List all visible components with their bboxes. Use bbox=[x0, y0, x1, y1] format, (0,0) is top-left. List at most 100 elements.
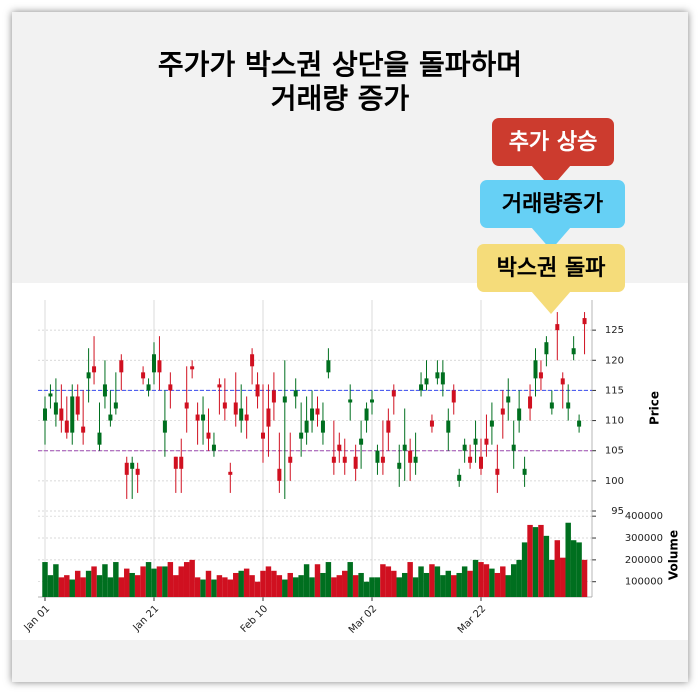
y-axis-label: Price bbox=[648, 391, 662, 425]
volume-bar bbox=[478, 562, 484, 597]
candle-body bbox=[206, 432, 211, 439]
candle-body bbox=[571, 348, 576, 355]
volume-bar bbox=[91, 566, 97, 597]
volume-bar bbox=[107, 577, 114, 597]
candle-body bbox=[544, 342, 549, 355]
candle-body bbox=[277, 468, 282, 481]
volume-bar bbox=[549, 559, 555, 597]
volume-bar bbox=[391, 570, 397, 597]
candle-body bbox=[43, 408, 47, 421]
volume-bar bbox=[554, 540, 561, 597]
candle-body bbox=[282, 396, 287, 403]
candle-body bbox=[64, 420, 69, 433]
y2-tick-label: 400000 bbox=[625, 511, 663, 522]
candle-body bbox=[495, 468, 500, 475]
candle-body bbox=[386, 420, 391, 433]
candle-body bbox=[566, 402, 571, 409]
candle-body bbox=[113, 402, 118, 409]
candle-body bbox=[479, 456, 483, 469]
volume-bar bbox=[560, 557, 566, 597]
volume-bar bbox=[287, 572, 293, 597]
candle-body bbox=[75, 396, 80, 415]
volume-bar bbox=[445, 570, 452, 597]
candle-body bbox=[577, 420, 582, 427]
y2-tick-label: 300000 bbox=[625, 533, 663, 544]
volume-bar bbox=[581, 559, 588, 597]
volume-bar bbox=[303, 564, 310, 597]
volume-bar bbox=[113, 562, 119, 597]
volume-bar bbox=[407, 562, 413, 597]
candle-body bbox=[108, 414, 113, 421]
candle-body bbox=[391, 390, 396, 397]
candle-body bbox=[271, 390, 276, 403]
volume-bar bbox=[500, 566, 506, 597]
candle-body bbox=[228, 471, 233, 475]
volume-bar bbox=[505, 575, 511, 597]
volume-bar bbox=[243, 568, 250, 597]
candle-body bbox=[168, 384, 173, 391]
candle-body bbox=[473, 438, 478, 445]
volume-bar bbox=[358, 572, 364, 597]
volume-bar bbox=[53, 564, 59, 597]
volume-bar bbox=[374, 577, 381, 597]
volume-bar bbox=[472, 559, 479, 597]
candle-body bbox=[429, 420, 434, 427]
candle-body bbox=[255, 384, 260, 397]
volume-bar bbox=[200, 579, 206, 597]
candle-body bbox=[222, 402, 227, 409]
candle-body bbox=[141, 372, 146, 379]
volume-bar bbox=[434, 566, 441, 597]
volume-bar bbox=[494, 572, 501, 597]
volume-bar bbox=[254, 581, 261, 597]
candle-body bbox=[81, 426, 86, 433]
volume-bar bbox=[380, 564, 386, 597]
candle-body bbox=[560, 378, 565, 385]
volume-bar bbox=[216, 575, 223, 597]
candle-body bbox=[130, 462, 135, 469]
volume-bar bbox=[233, 572, 239, 597]
volume-bar bbox=[74, 570, 81, 597]
volume-bar bbox=[134, 575, 141, 597]
candle-body bbox=[549, 402, 554, 409]
candle-body bbox=[331, 456, 336, 463]
title-line: 거래량 증가 bbox=[271, 82, 410, 115]
candle-body bbox=[370, 399, 374, 403]
callout-box bbox=[480, 180, 625, 228]
candle-body bbox=[375, 450, 380, 463]
callout-text: 추가 상승 bbox=[509, 130, 598, 155]
candle-body bbox=[190, 366, 195, 370]
volume-bar bbox=[69, 579, 75, 597]
volume-bar bbox=[489, 568, 495, 597]
candle-body bbox=[48, 393, 53, 397]
volume-bar bbox=[483, 564, 490, 597]
volume-bar bbox=[320, 572, 326, 597]
volume-bar bbox=[227, 579, 234, 597]
volume-bar bbox=[325, 562, 332, 597]
candle-body bbox=[468, 456, 473, 463]
candle-body bbox=[59, 408, 64, 421]
candle-body bbox=[315, 408, 320, 415]
candle-body bbox=[184, 402, 189, 409]
callout-pointer bbox=[531, 227, 571, 250]
volume-bar bbox=[118, 577, 125, 597]
volume-bar bbox=[543, 535, 550, 597]
candle-body bbox=[506, 396, 511, 403]
volume-bar bbox=[96, 575, 103, 597]
candle-body bbox=[119, 360, 124, 373]
candle-body bbox=[359, 438, 364, 445]
volume-bar bbox=[456, 572, 462, 597]
volume-bar bbox=[565, 522, 571, 597]
volume-bar bbox=[451, 575, 457, 597]
y-tick-label: 125 bbox=[605, 325, 624, 336]
volume-bar bbox=[347, 562, 353, 597]
title-line: 주가가 박스권 상단을 돌파하며 bbox=[158, 48, 522, 81]
callout-text: 박스권 돌파 bbox=[497, 256, 607, 281]
volume-bar bbox=[282, 579, 288, 597]
candle-body bbox=[337, 444, 342, 451]
candle-body bbox=[408, 450, 413, 463]
candle-body bbox=[326, 360, 331, 373]
volume-bar bbox=[467, 570, 473, 597]
candle-body bbox=[261, 432, 265, 439]
candle-body bbox=[484, 438, 489, 445]
